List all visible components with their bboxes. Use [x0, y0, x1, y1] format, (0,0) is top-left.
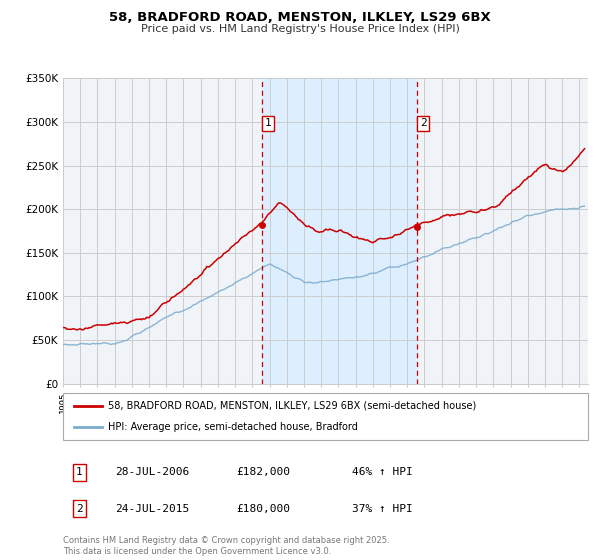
Text: Contains HM Land Registry data © Crown copyright and database right 2025.
This d: Contains HM Land Registry data © Crown c…	[63, 536, 389, 556]
Text: HPI: Average price, semi-detached house, Bradford: HPI: Average price, semi-detached house,…	[107, 422, 358, 432]
Text: 2: 2	[419, 118, 427, 128]
Text: 28-JUL-2006: 28-JUL-2006	[115, 467, 190, 477]
Text: 58, BRADFORD ROAD, MENSTON, ILKLEY, LS29 6BX (semi-detached house): 58, BRADFORD ROAD, MENSTON, ILKLEY, LS29…	[107, 400, 476, 410]
Text: 2: 2	[76, 504, 83, 514]
Text: 1: 1	[76, 467, 83, 477]
FancyBboxPatch shape	[63, 393, 588, 440]
Text: 37% ↑ HPI: 37% ↑ HPI	[352, 504, 413, 514]
Text: 1: 1	[265, 118, 271, 128]
Text: £182,000: £182,000	[236, 467, 290, 477]
Text: 46% ↑ HPI: 46% ↑ HPI	[352, 467, 413, 477]
Text: 58, BRADFORD ROAD, MENSTON, ILKLEY, LS29 6BX: 58, BRADFORD ROAD, MENSTON, ILKLEY, LS29…	[109, 11, 491, 24]
Bar	[262, 78, 417, 384]
Text: 24-JUL-2015: 24-JUL-2015	[115, 504, 190, 514]
Text: £180,000: £180,000	[236, 504, 290, 514]
Text: Price paid vs. HM Land Registry's House Price Index (HPI): Price paid vs. HM Land Registry's House …	[140, 24, 460, 34]
